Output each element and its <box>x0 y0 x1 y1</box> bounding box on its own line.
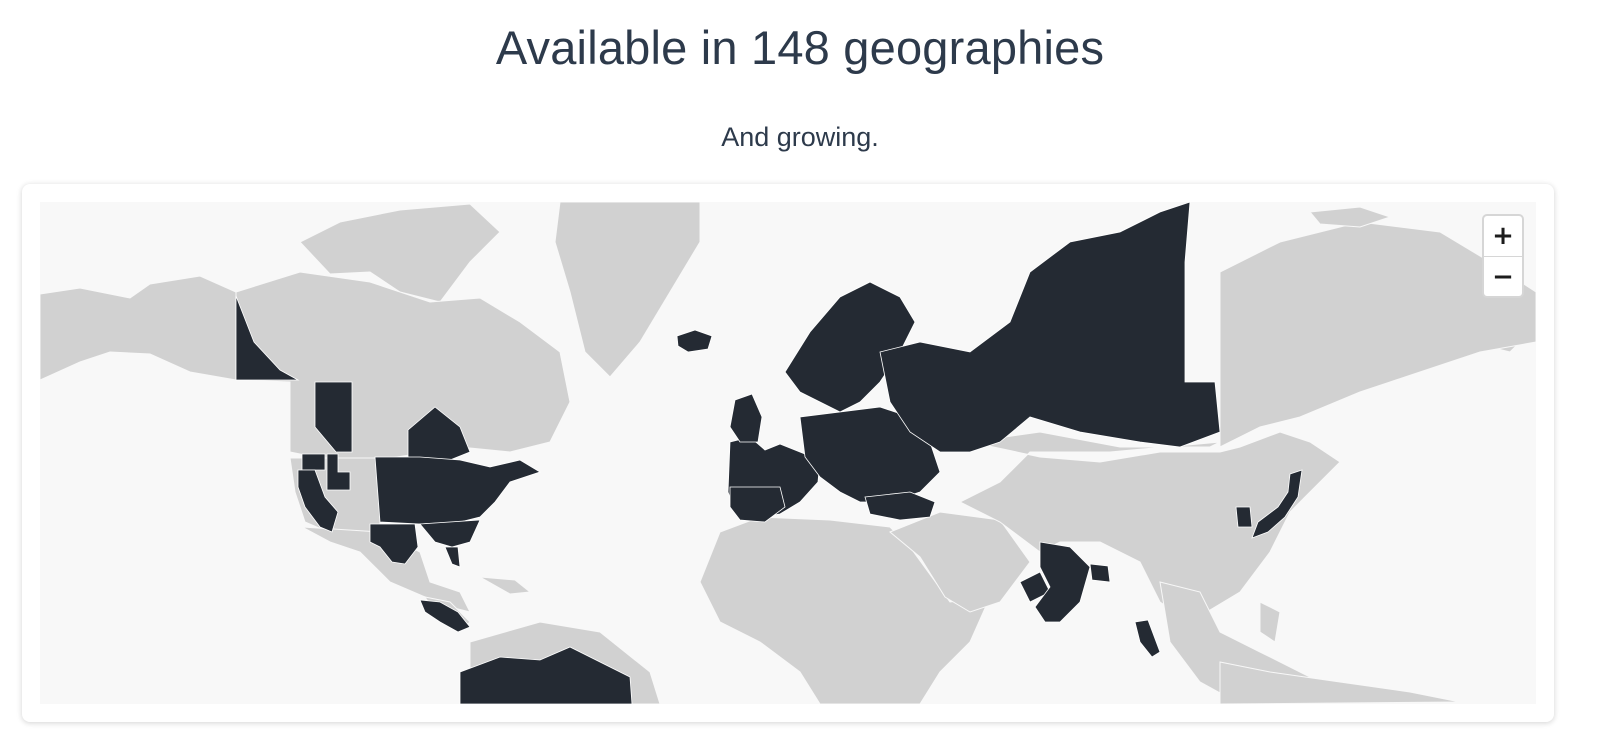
region-iberia[interactable] <box>729 486 786 523</box>
region-central-eastern-europe[interactable] <box>799 406 941 503</box>
region-turkey[interactable] <box>864 491 936 521</box>
world-map-svg <box>40 202 1536 704</box>
region-malaysia[interactable] <box>1134 619 1161 658</box>
region-texas[interactable] <box>369 523 419 565</box>
indonesia[interactable] <box>1219 661 1461 704</box>
region-california[interactable] <box>297 469 339 533</box>
region-iceland[interactable] <box>676 329 713 353</box>
siberia-east[interactable] <box>1219 221 1536 448</box>
philippines[interactable] <box>1259 601 1281 643</box>
page-title: Available in 148 geographies <box>495 21 1105 74</box>
region-florida[interactable] <box>444 546 461 568</box>
region-washington[interactable] <box>301 453 326 471</box>
region-russia-west[interactable] <box>879 202 1221 453</box>
caribbean[interactable] <box>479 576 532 595</box>
region-india-east[interactable] <box>1089 563 1111 583</box>
region-us-southeast[interactable] <box>419 519 481 548</box>
zoom-control: + − <box>1482 214 1524 298</box>
region-alberta[interactable] <box>314 381 353 453</box>
region-northern-south-america[interactable] <box>459 646 633 704</box>
canada-north-islands[interactable] <box>299 203 501 303</box>
region-india-central[interactable] <box>1034 541 1091 623</box>
region-japan[interactable] <box>1251 469 1303 539</box>
region-idaho[interactable] <box>326 453 351 491</box>
zoom-in-button[interactable]: + <box>1484 216 1522 257</box>
zoom-out-button[interactable]: − <box>1492 262 1514 292</box>
page-subtitle: And growing. <box>721 122 879 152</box>
region-central-america[interactable] <box>419 599 471 633</box>
greenland[interactable] <box>554 202 701 378</box>
region-yukon[interactable] <box>235 295 300 381</box>
region-south-korea[interactable] <box>1235 506 1253 528</box>
middle-east[interactable] <box>889 511 1031 613</box>
region-uk-ireland[interactable] <box>729 393 763 443</box>
map-card: + − <box>22 184 1554 722</box>
world-map[interactable]: + − <box>40 202 1536 704</box>
arctic-islands-east[interactable] <box>1309 206 1392 228</box>
africa[interactable] <box>699 516 991 704</box>
